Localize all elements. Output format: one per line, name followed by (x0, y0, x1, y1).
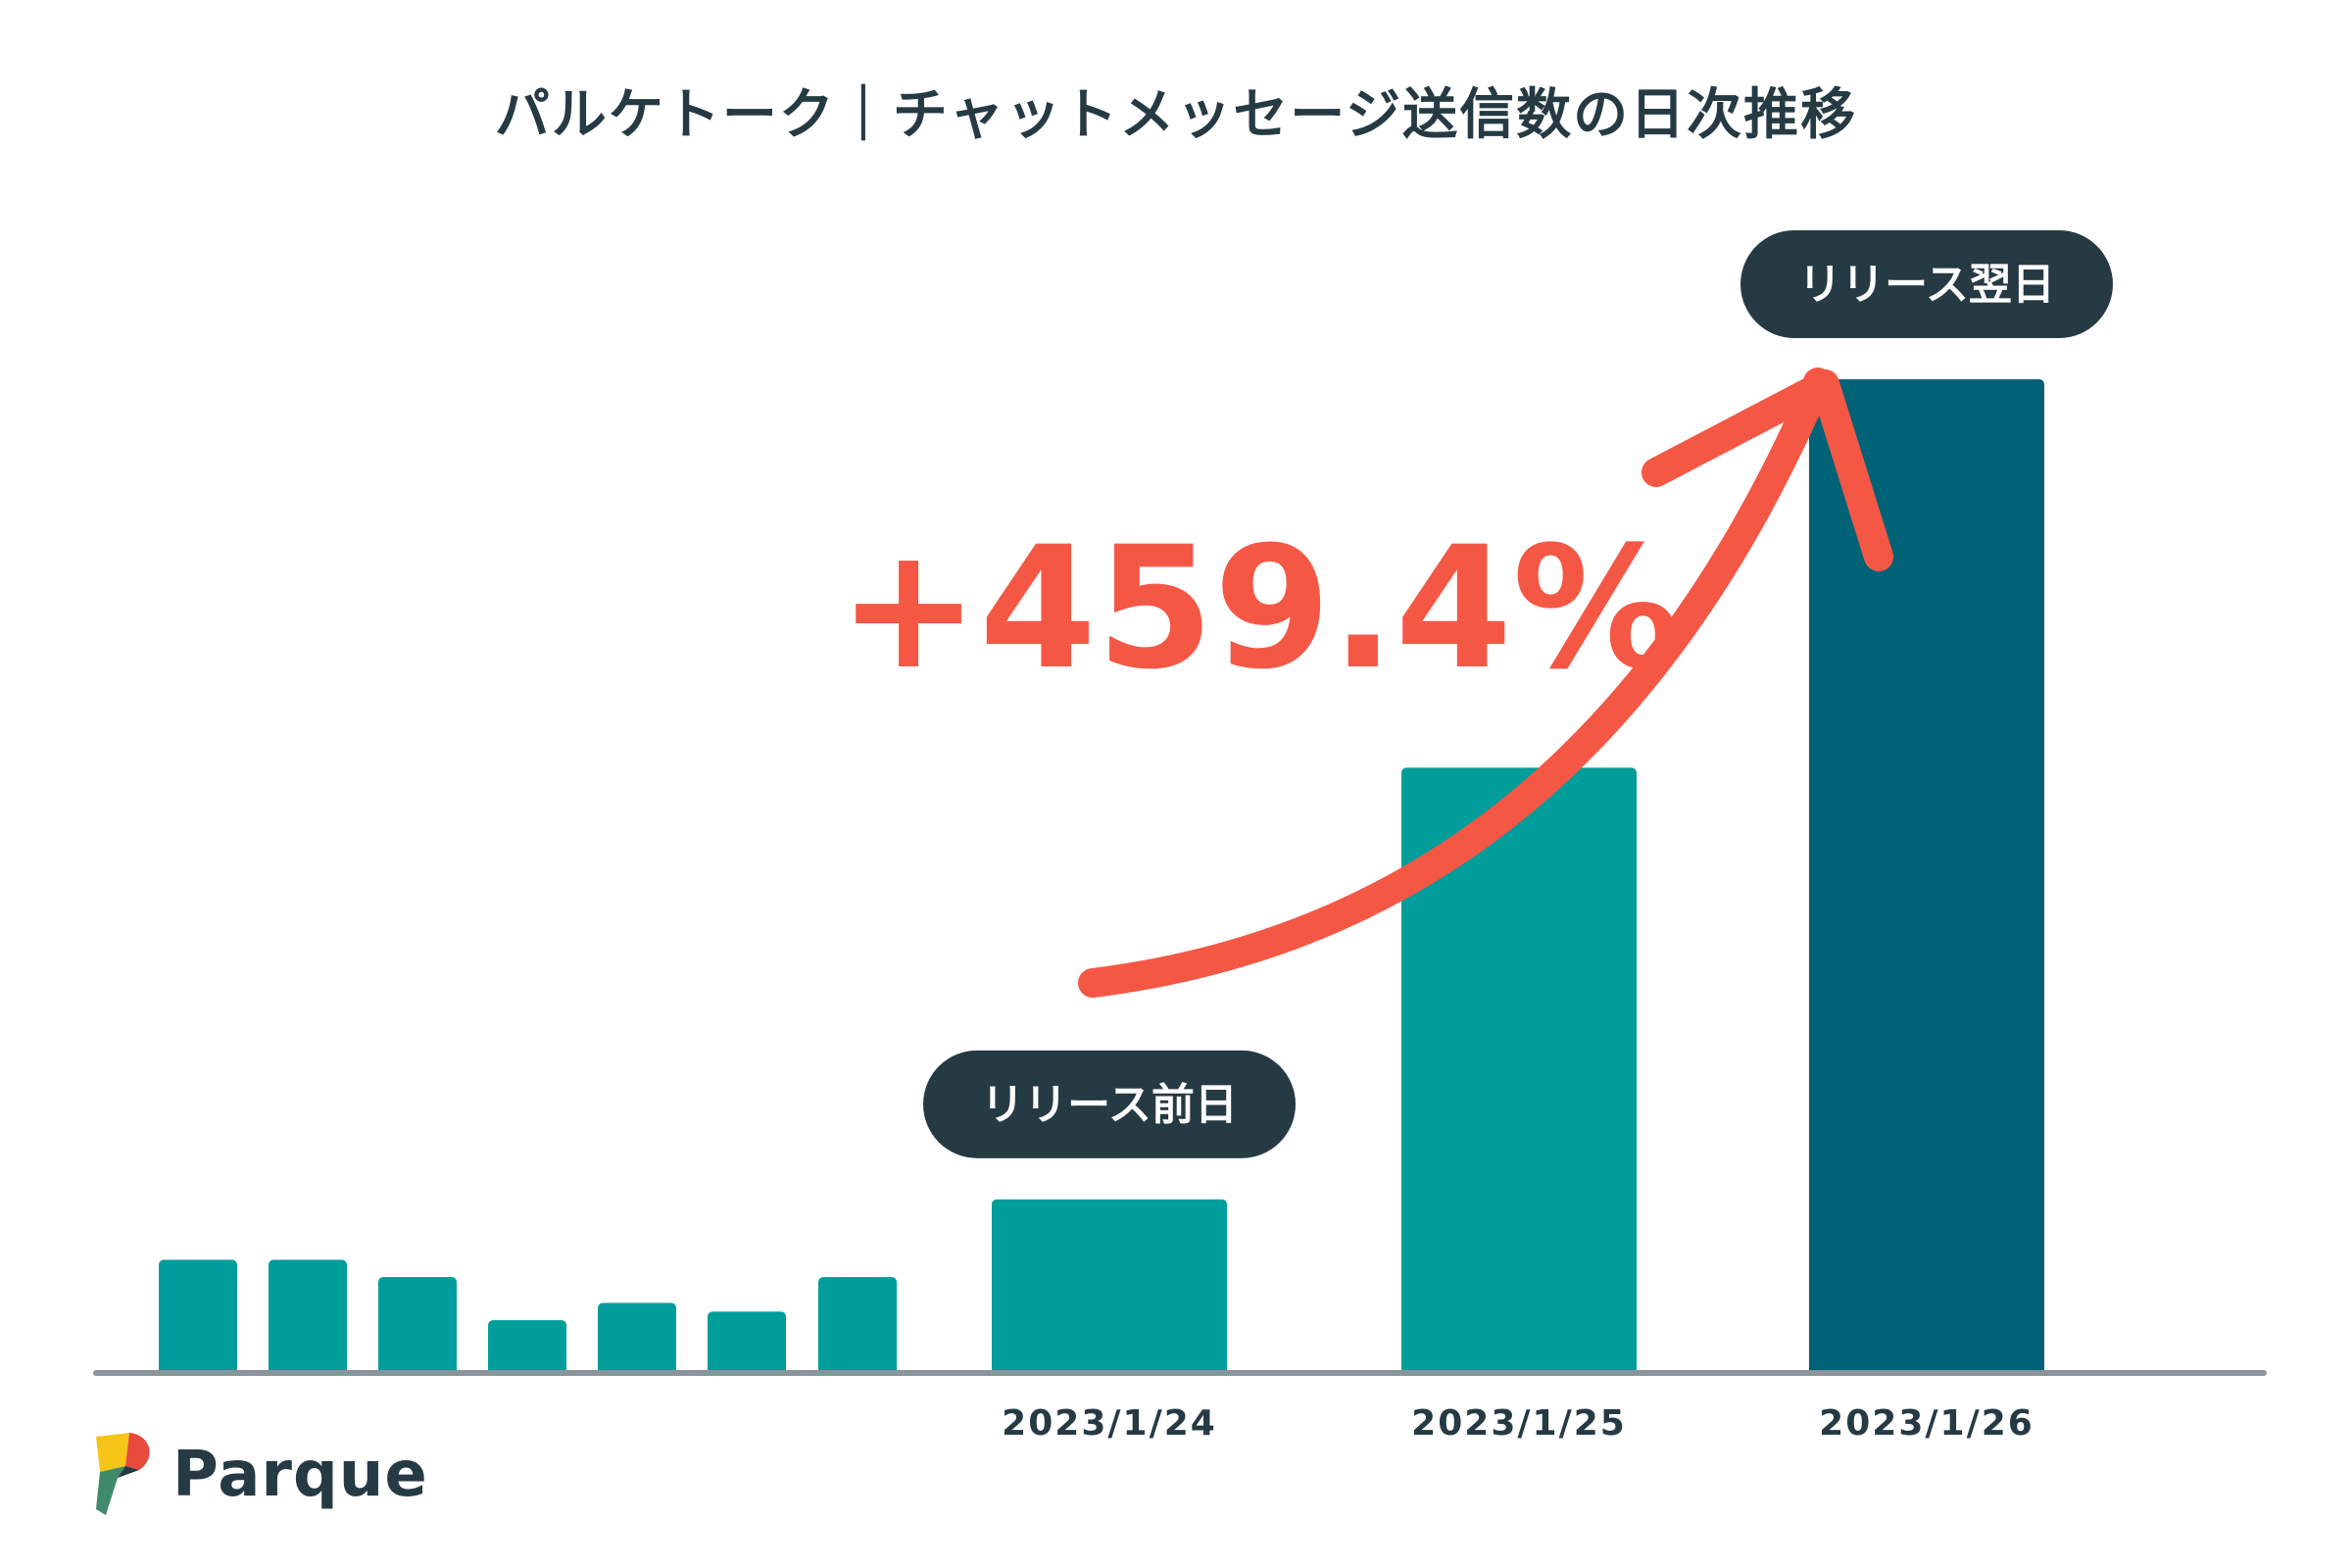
callout-pill (1740, 230, 2113, 338)
brand-name: Parque (172, 1439, 428, 1511)
bar (488, 1320, 566, 1376)
bar (159, 1259, 237, 1376)
x-tick-label: 2023/1/24 (1002, 1403, 1217, 1444)
bar (1809, 379, 2044, 1376)
brand-logo: Parque (90, 1431, 428, 1519)
callout-pill (923, 1050, 1296, 1158)
callout-label: リリース翌日 (1798, 260, 2055, 310)
growth-annotation: +459.4% (838, 510, 1682, 707)
bar (1401, 767, 1637, 1376)
callout-label: リリース前日 (981, 1080, 1238, 1130)
parque-logo-icon (96, 1433, 150, 1515)
bar (269, 1259, 347, 1376)
bar (992, 1199, 1227, 1376)
chart-title: パルケトーク｜チャットメッセージ送信数の日次推移 (494, 83, 1858, 147)
growth-arrow-line (1078, 368, 1833, 998)
bar (378, 1277, 457, 1376)
bar (708, 1311, 786, 1376)
x-tick-label: 2023/1/25 (1411, 1403, 1627, 1444)
bar (598, 1302, 676, 1376)
x-tick-label: 2023/1/26 (1819, 1403, 2034, 1444)
growth-arrow-head (1642, 369, 1893, 571)
bar (818, 1277, 897, 1376)
